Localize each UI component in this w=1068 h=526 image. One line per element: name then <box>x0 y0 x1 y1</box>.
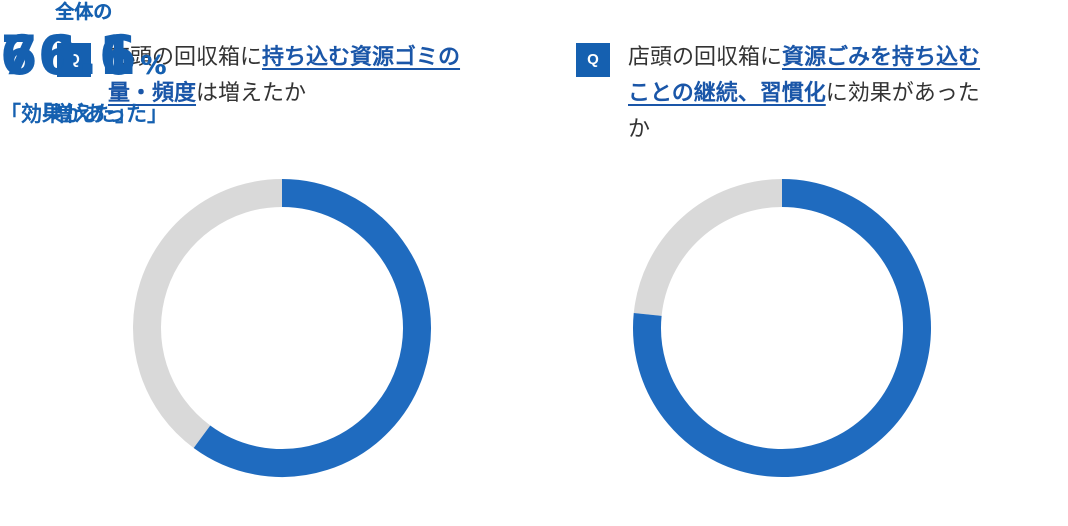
donut-remainder-slice <box>133 179 283 448</box>
donut-value-slice <box>633 179 931 477</box>
question-text: 店頭の回収箱に持ち込む資源ゴミの量・頻度は増えたか <box>108 40 478 112</box>
center-label: 全体の <box>55 1 113 23</box>
question-text-part: に効果があったか <box>628 81 980 142</box>
question-text-part: 店頭の回収箱に <box>628 45 783 70</box>
center-answer: 「増えた」 <box>31 102 137 126</box>
donut-value-slice <box>193 179 431 477</box>
question-text-part: 店頭の回収箱に <box>108 45 263 70</box>
chart-panel-1: Q 店頭の回収箱に持ち込む資源ゴミの量・頻度は増えたか <box>57 40 478 112</box>
value-unit: % <box>140 51 168 81</box>
value-number: 60.1 <box>0 24 138 87</box>
question-text-part: は増えたか <box>196 81 307 106</box>
chart-panel-2: Q 店頭の回収箱に資源ごみを持ち込むことの継続、習慣化に効果があったか <box>534 0 1068 526</box>
question-highlight: 持ち込む資源ゴミの量・頻度 <box>108 45 461 106</box>
center-answer: 「効果があった」 <box>0 102 168 126</box>
question-badge: Q <box>57 43 91 77</box>
center-value: 60.1% <box>0 26 167 96</box>
center-value: 76.6% <box>0 26 168 96</box>
question-text: 店頭の回収箱に資源ごみを持ち込むことの継続、習慣化に効果があったか <box>628 40 998 148</box>
donut-remainder-slice <box>633 179 783 317</box>
value-number: 76.6 <box>0 24 138 87</box>
donut-center-2: 全体の 76.6% 「効果があった」 <box>0 0 168 128</box>
question-highlight: 資源ごみを持ち込むことの継続、習慣化 <box>628 45 981 106</box>
value-unit: % <box>140 51 168 81</box>
donut-center-1: 全体の 60.1% 「増えた」 <box>0 0 167 128</box>
center-label: 全体の <box>55 1 113 23</box>
question-badge: Q <box>576 43 610 77</box>
